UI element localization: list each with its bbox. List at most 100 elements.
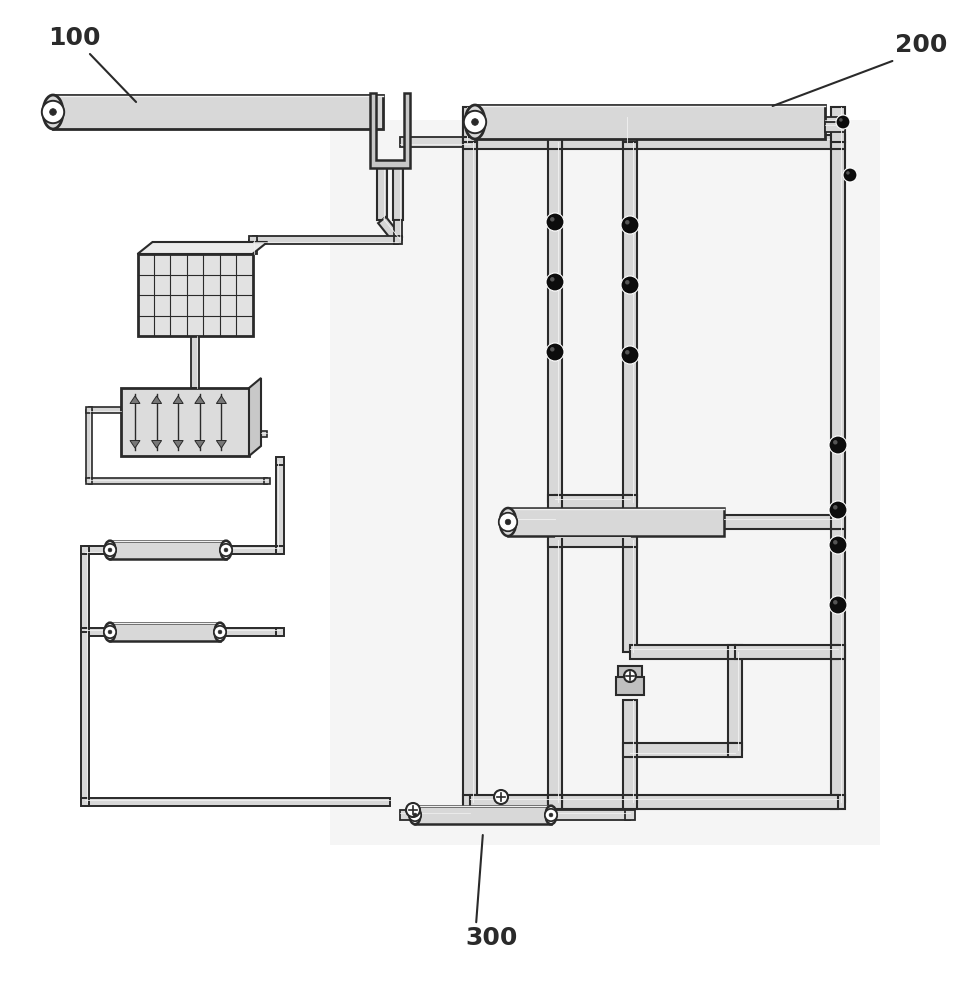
Polygon shape bbox=[831, 135, 845, 149]
Polygon shape bbox=[548, 142, 562, 502]
Polygon shape bbox=[81, 550, 89, 632]
Circle shape bbox=[494, 790, 508, 804]
Polygon shape bbox=[226, 546, 280, 554]
Circle shape bbox=[104, 544, 116, 556]
Circle shape bbox=[625, 220, 630, 225]
Polygon shape bbox=[276, 628, 284, 636]
Polygon shape bbox=[630, 743, 735, 757]
Circle shape bbox=[464, 111, 486, 133]
Polygon shape bbox=[735, 645, 838, 659]
Polygon shape bbox=[276, 461, 284, 550]
Polygon shape bbox=[81, 632, 89, 802]
Polygon shape bbox=[831, 795, 845, 809]
Polygon shape bbox=[81, 628, 89, 636]
Polygon shape bbox=[623, 117, 637, 142]
Ellipse shape bbox=[105, 541, 115, 559]
Circle shape bbox=[218, 630, 222, 634]
Polygon shape bbox=[548, 795, 562, 809]
Circle shape bbox=[108, 548, 112, 552]
Polygon shape bbox=[825, 122, 845, 132]
Polygon shape bbox=[264, 478, 270, 484]
Polygon shape bbox=[216, 396, 227, 403]
Polygon shape bbox=[548, 540, 562, 802]
Polygon shape bbox=[548, 533, 562, 547]
Polygon shape bbox=[394, 236, 402, 244]
Circle shape bbox=[550, 347, 555, 352]
Polygon shape bbox=[400, 810, 470, 820]
Polygon shape bbox=[548, 795, 562, 809]
Polygon shape bbox=[831, 515, 845, 529]
Ellipse shape bbox=[105, 623, 115, 641]
Circle shape bbox=[833, 540, 837, 545]
Polygon shape bbox=[463, 112, 477, 142]
Circle shape bbox=[829, 436, 847, 454]
Circle shape bbox=[409, 809, 421, 821]
Polygon shape bbox=[110, 623, 220, 641]
Circle shape bbox=[545, 809, 557, 821]
Polygon shape bbox=[249, 378, 261, 456]
Polygon shape bbox=[53, 95, 383, 129]
Polygon shape bbox=[463, 107, 477, 137]
Polygon shape bbox=[330, 120, 880, 845]
Polygon shape bbox=[86, 410, 92, 481]
Polygon shape bbox=[89, 478, 267, 484]
Polygon shape bbox=[252, 236, 398, 244]
Circle shape bbox=[621, 216, 639, 234]
Polygon shape bbox=[465, 810, 475, 820]
Circle shape bbox=[549, 813, 553, 817]
Polygon shape bbox=[81, 546, 89, 554]
Polygon shape bbox=[825, 117, 838, 127]
Polygon shape bbox=[394, 220, 402, 240]
Polygon shape bbox=[724, 515, 838, 529]
Polygon shape bbox=[623, 142, 637, 502]
Polygon shape bbox=[831, 142, 845, 802]
Polygon shape bbox=[548, 495, 562, 509]
Circle shape bbox=[625, 280, 630, 285]
Circle shape bbox=[550, 217, 555, 222]
Text: 200: 200 bbox=[895, 33, 948, 57]
Polygon shape bbox=[276, 546, 284, 554]
Circle shape bbox=[836, 115, 850, 129]
Circle shape bbox=[839, 118, 843, 122]
Ellipse shape bbox=[465, 105, 485, 139]
Polygon shape bbox=[130, 440, 140, 448]
Text: 100: 100 bbox=[48, 26, 101, 50]
Polygon shape bbox=[555, 533, 630, 547]
Polygon shape bbox=[152, 440, 161, 448]
Polygon shape bbox=[130, 396, 140, 403]
Polygon shape bbox=[173, 396, 183, 403]
Circle shape bbox=[833, 505, 837, 510]
Polygon shape bbox=[85, 546, 110, 554]
Circle shape bbox=[546, 343, 564, 361]
Circle shape bbox=[104, 626, 116, 638]
Polygon shape bbox=[110, 541, 226, 559]
Polygon shape bbox=[276, 457, 284, 465]
Polygon shape bbox=[623, 700, 637, 802]
Ellipse shape bbox=[43, 95, 63, 129]
Circle shape bbox=[621, 276, 639, 294]
Polygon shape bbox=[220, 628, 280, 636]
Ellipse shape bbox=[410, 806, 420, 824]
Polygon shape bbox=[555, 495, 630, 509]
Circle shape bbox=[108, 630, 112, 634]
Polygon shape bbox=[378, 217, 402, 243]
Circle shape bbox=[471, 119, 478, 125]
Polygon shape bbox=[508, 508, 724, 536]
Polygon shape bbox=[86, 478, 92, 484]
Polygon shape bbox=[831, 107, 845, 142]
Circle shape bbox=[843, 168, 857, 182]
Polygon shape bbox=[370, 93, 410, 168]
Circle shape bbox=[833, 600, 837, 605]
Polygon shape bbox=[551, 810, 630, 820]
Circle shape bbox=[624, 670, 636, 682]
Polygon shape bbox=[377, 168, 387, 220]
Circle shape bbox=[829, 596, 847, 614]
Polygon shape bbox=[86, 407, 92, 413]
Text: 300: 300 bbox=[465, 926, 517, 950]
Polygon shape bbox=[81, 798, 89, 806]
Polygon shape bbox=[463, 135, 477, 149]
Circle shape bbox=[220, 544, 232, 556]
Ellipse shape bbox=[545, 806, 557, 824]
Polygon shape bbox=[393, 168, 403, 220]
Polygon shape bbox=[623, 495, 637, 509]
